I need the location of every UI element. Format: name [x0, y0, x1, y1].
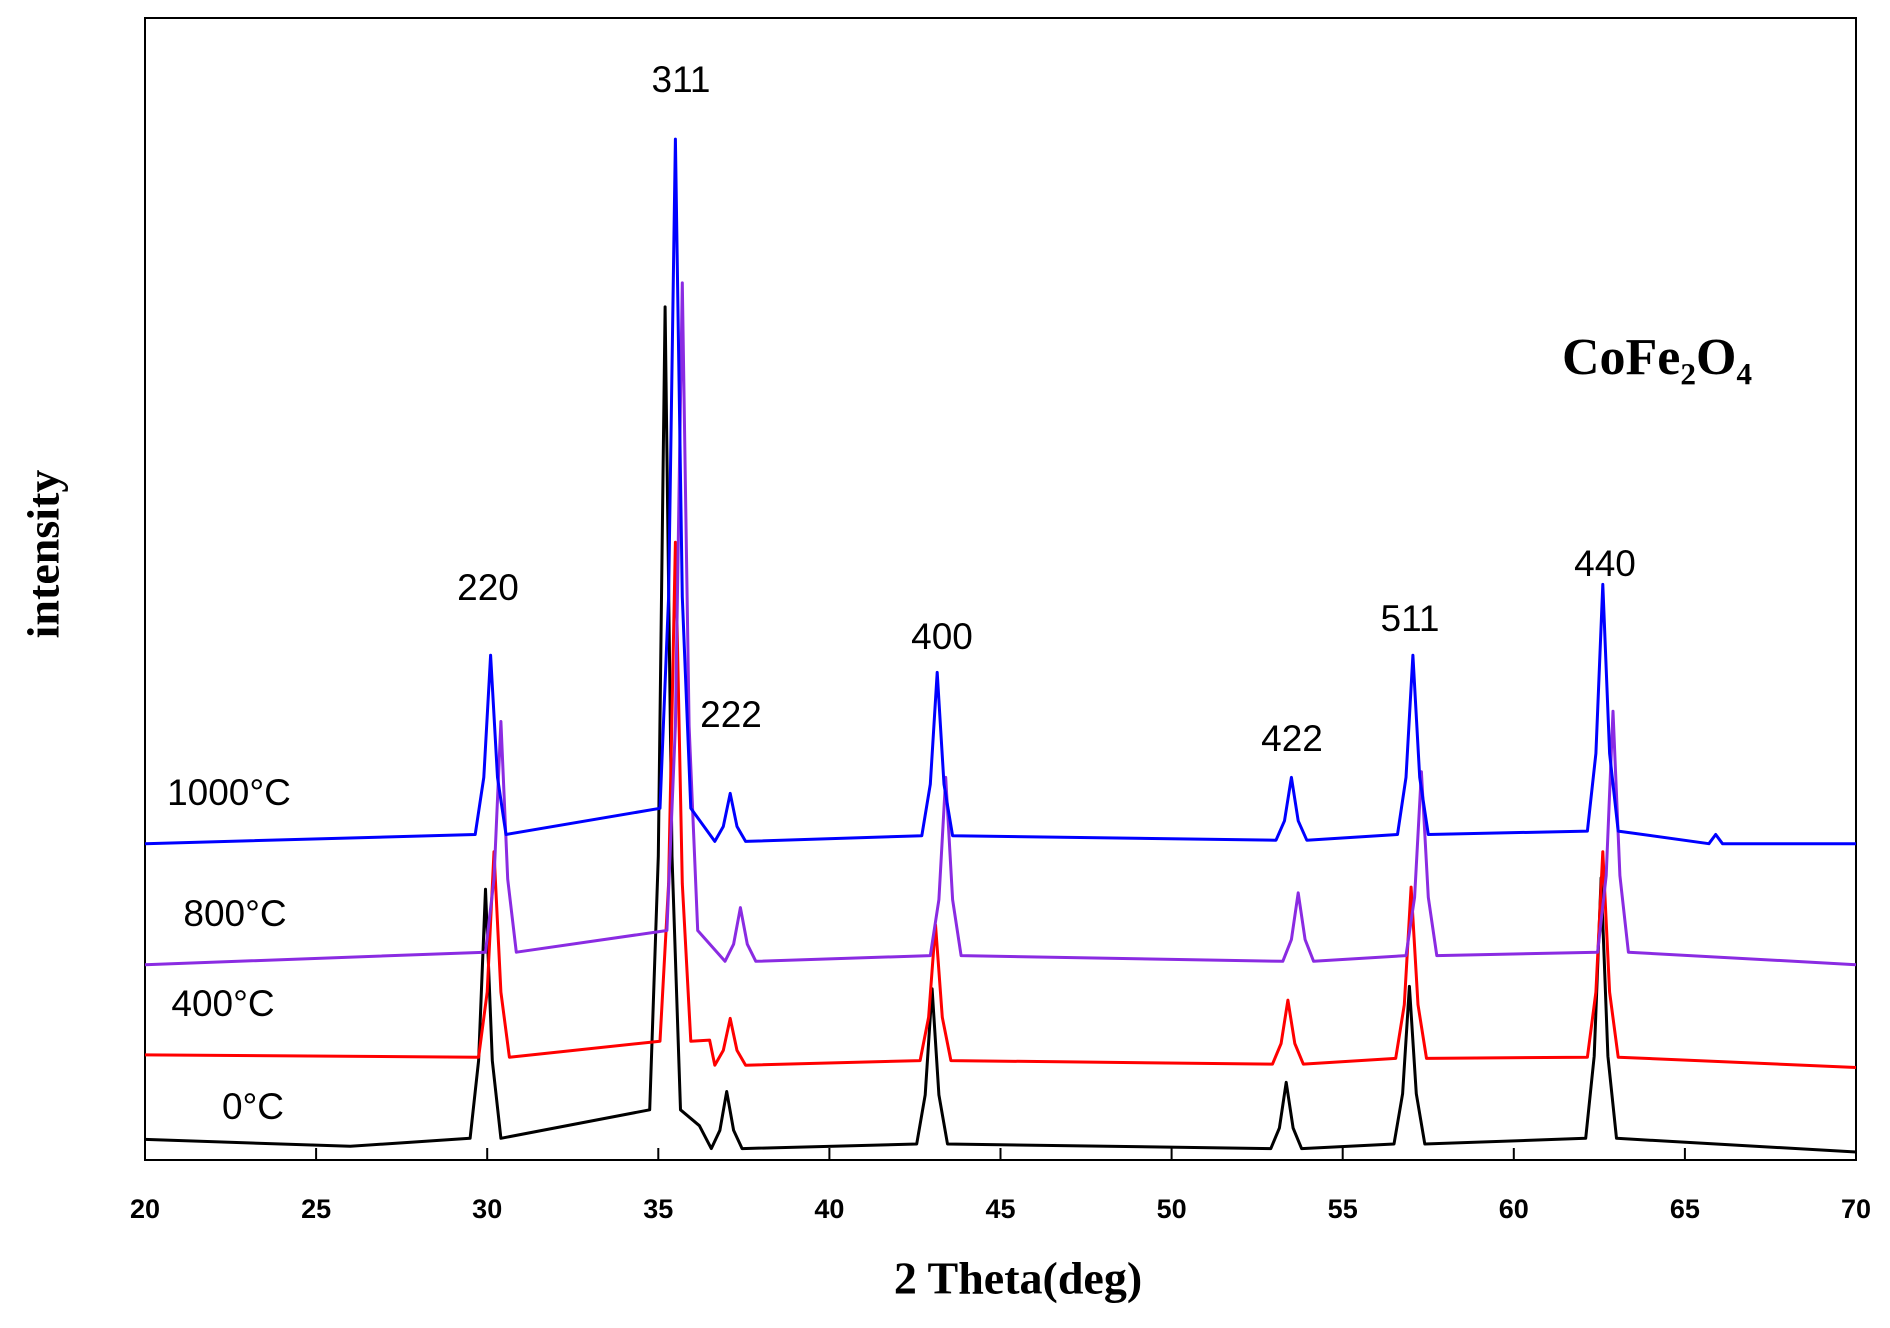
x-tick-label: 45	[985, 1194, 1015, 1224]
peak-label: 220	[457, 567, 519, 608]
series-label: 0°C	[222, 1086, 284, 1127]
plot-frame	[144, 17, 1857, 1161]
x-tick-label: 40	[814, 1194, 844, 1224]
x-tick-label: 25	[301, 1194, 331, 1224]
x-tick-label: 30	[472, 1194, 502, 1224]
x-tick-label: 55	[1328, 1194, 1358, 1224]
x-tick-label: 65	[1670, 1194, 1700, 1224]
x-tick-label: 50	[1157, 1194, 1187, 1224]
series-line	[144, 540, 1857, 1069]
series-line	[144, 305, 1857, 1154]
compound-label: CoFe₂O₄	[1562, 329, 1752, 386]
series-label: 400°C	[171, 983, 274, 1024]
peak-label: 511	[1381, 598, 1440, 639]
peak-label: 222	[700, 694, 762, 735]
series-line	[144, 281, 1857, 967]
series-label: 1000°C	[167, 772, 291, 813]
y-axis-label: intensity	[18, 470, 69, 639]
peak-label: 422	[1261, 718, 1323, 759]
x-tick-label: 70	[1841, 1194, 1871, 1224]
series-line	[144, 137, 1856, 846]
peak-label: 400	[911, 616, 973, 657]
x-tick-label: 20	[130, 1194, 160, 1224]
peak-label: 440	[1574, 543, 1636, 584]
peak-label: 311	[652, 59, 711, 100]
x-tick-label: 60	[1499, 1194, 1529, 1224]
series-label: 800°C	[183, 893, 286, 934]
x-axis-label: 2 Theta(deg)	[894, 1253, 1142, 1304]
x-tick-label: 35	[643, 1194, 673, 1224]
